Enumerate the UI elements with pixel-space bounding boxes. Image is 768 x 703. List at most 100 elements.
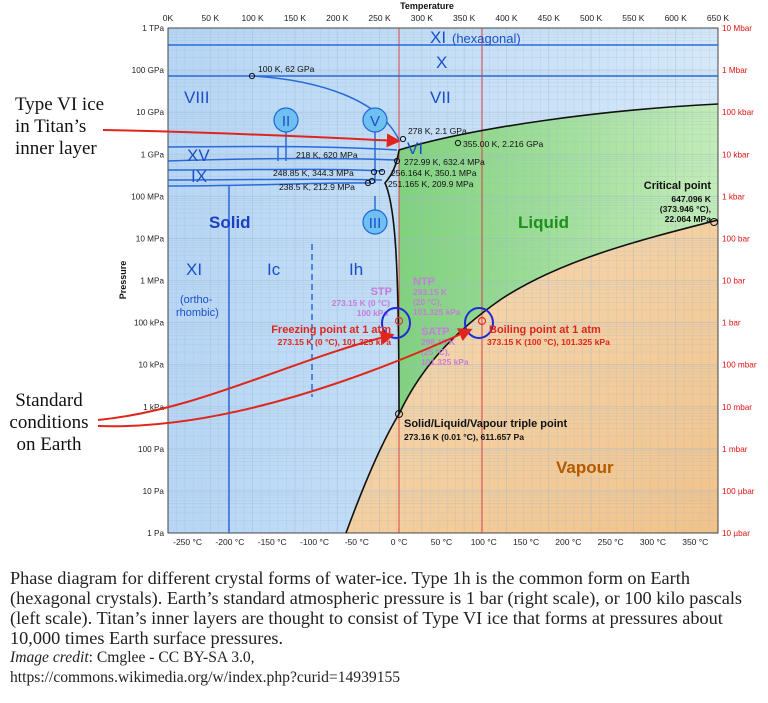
region-liquid: Liquid <box>518 213 569 232</box>
kelvin-tick: 450 K <box>538 13 561 23</box>
svg-text:(20 °C),: (20 °C), <box>413 297 442 307</box>
svg-text:647.096 K: 647.096 K <box>671 194 711 204</box>
celsius-tick: 200 °C <box>555 537 581 547</box>
label-278k: 278 K, 2.1 GPa <box>408 126 467 136</box>
liquid-region <box>399 104 718 414</box>
bar-tick: 100 mbar <box>722 361 757 370</box>
phase-v: V <box>370 113 380 130</box>
pascal-tick: 1 GPa <box>141 150 165 159</box>
bar-tick: 100 µbar <box>722 487 755 496</box>
kelvin-tick: 0K <box>163 13 174 23</box>
label-251k: 251.165 K, 209.9 MPa <box>388 179 474 189</box>
kelvin-axis: 0K 50 K 100 K 150 K 200 K 250 K 300 K 350 K 400 … <box>163 13 730 23</box>
bar-axis: 10 Mbar 1 Mbar 100 kbar 10 kbar 1 kbar 100 ba… <box>722 24 757 538</box>
kelvin-tick: 300 K <box>411 13 434 23</box>
point-markers <box>248 72 718 418</box>
image-credit: Image credit: Cmglee - CC BY-SA 3.0, <box>10 648 762 668</box>
label-238k: 238.5 K, 212.9 MPa <box>279 182 355 192</box>
celsius-tick: 0 °C <box>391 537 408 547</box>
phase-vii: VII <box>430 88 451 107</box>
svg-text:273.15 K (0 °C): 273.15 K (0 °C) <box>332 298 390 308</box>
fusion-curve <box>384 149 400 415</box>
kelvin-tick: 650 K <box>707 13 730 23</box>
pascal-tick: 1 Pa <box>147 529 164 538</box>
standard-annotation-line1: Standard <box>15 390 83 411</box>
celsius-tick: -250 °C <box>173 537 202 547</box>
svg-text:SATP: SATP <box>421 326 450 338</box>
svg-text:273.16 K (0.01 °C), 611.657 Pa: 273.16 K (0.01 °C), 611.657 Pa <box>404 432 524 442</box>
celsius-tick: 150 °C <box>513 537 539 547</box>
bar-tick: 10 µbar <box>722 529 750 538</box>
celsius-tick: 100 °C <box>471 537 497 547</box>
celsius-tick: -50 °C <box>345 537 369 547</box>
pascal-tick: 100 GPa <box>132 66 165 75</box>
titan-annotation-line3: inner layer <box>15 138 97 159</box>
pascal-tick: 1 TPa <box>142 24 164 33</box>
credit-label: Image credit <box>10 649 89 666</box>
bar-tick: 1 Mbar <box>722 66 748 75</box>
melting-curve <box>398 103 719 151</box>
celsius-axis: -250 °C -200 °C -150 °C -100 °C -50 °C 0 °C 50… <box>173 537 708 547</box>
svg-text:22.064 MPa: 22.064 MPa <box>665 214 712 224</box>
phase-ih: Ih <box>349 260 363 279</box>
region-solid: Solid <box>209 213 251 232</box>
satp-label: SATP 298.15 K (25 °C), 101.325 kPa <box>421 326 469 367</box>
svg-text:101.325 kPa: 101.325 kPa <box>413 307 461 317</box>
standard-arrow-upper <box>97 330 395 421</box>
phase-vi: VI <box>407 139 423 158</box>
svg-text:(373.946 °C),: (373.946 °C), <box>660 204 711 214</box>
svg-text:Boiling point at 1 atm: Boiling point at 1 atm <box>489 324 601 336</box>
bar-tick: 100 kbar <box>722 108 754 117</box>
celsius-tick: 300 °C <box>640 537 666 547</box>
pascal-tick: 10 GPa <box>136 108 164 117</box>
titan-annotation-line2: in Titan’s <box>15 116 87 137</box>
phase-diagram: 0K 50 K 100 K 150 K 200 K 250 K 300 K 350 K 400 … <box>97 1 757 547</box>
kelvin-tick: 200 K <box>326 13 349 23</box>
phase-ic: Ic <box>267 260 281 279</box>
titan-annotation-line1: Type VI ice <box>15 94 105 115</box>
triple-point-label: Solid/Liquid/Vapour triple point 273.16 … <box>404 418 567 442</box>
svg-text:Solid/Liquid/Vapour triple poi: Solid/Liquid/Vapour triple point <box>404 418 567 430</box>
reference-markers <box>381 307 494 339</box>
bar-tick: 10 kbar <box>722 150 750 159</box>
svg-text:Freezing point at 1 atm: Freezing point at 1 atm <box>271 324 391 336</box>
stp-label: STP 273.15 K (0 °C) 100 kPa <box>332 286 392 318</box>
caption-text: Phase diagram for different crystal form… <box>10 568 743 648</box>
pascal-tick: 100 Pa <box>138 445 164 454</box>
left-axis-title: Pressure <box>118 261 128 300</box>
pascal-tick: 10 MPa <box>136 234 165 243</box>
bar-tick: 1 kbar <box>722 192 745 201</box>
kelvin-tick: 100 K <box>242 13 265 23</box>
phase-boundaries <box>345 103 719 534</box>
label-256k: 256.164 K, 350.1 MPa <box>391 168 477 178</box>
pascal-tick: 10 Pa <box>143 487 165 496</box>
phase-xi-orthorhombic-note1: (ortho- <box>180 294 213 306</box>
phase-xi-hexagonal-note: (hexagonal) <box>452 31 521 46</box>
phase-x: X <box>436 53 447 72</box>
label-272k: 272.99 K, 632.4 MPa <box>404 157 485 167</box>
celsius-tick: 50 °C <box>431 537 452 547</box>
svg-text:NTP: NTP <box>413 276 435 288</box>
credit-url[interactable]: https://commons.wikimedia.org/w/index.ph… <box>10 669 401 686</box>
top-axis-title: Temperature <box>400 1 454 11</box>
titan-arrow <box>102 129 401 148</box>
svg-text:373.15 K (100 °C), 101.325 kPa: 373.15 K (100 °C), 101.325 kPa <box>487 337 610 347</box>
svg-text:273.15 K (0 °C), 101.325 kPa: 273.15 K (0 °C), 101.325 kPa <box>278 337 392 347</box>
kelvin-tick: 50 K <box>202 13 220 23</box>
svg-text:293.15 K: 293.15 K <box>413 287 447 297</box>
kelvin-tick: 600 K <box>665 13 688 23</box>
standard-conditions-annotation: Standard conditions on Earth <box>2 390 96 456</box>
svg-text:101.325 kPa: 101.325 kPa <box>421 357 469 367</box>
phase-ix: IX <box>191 167 207 186</box>
celsius-tick: -150 °C <box>258 537 287 547</box>
ntp-label: NTP 293.15 K (20 °C), 101.325 kPa <box>413 276 461 317</box>
standard-arrow-lower <box>97 328 473 428</box>
phase-xi-hexagonal: XI <box>430 28 446 47</box>
pascal-tick: 1 kPa <box>143 403 164 412</box>
kelvin-tick: 550 K <box>622 13 645 23</box>
celsius-tick: -200 °C <box>215 537 244 547</box>
credit-text: : Cmglee - CC BY-SA 3.0, <box>88 649 255 666</box>
pascal-tick: 100 MPa <box>131 192 164 201</box>
bar-tick: 100 bar <box>722 234 750 243</box>
label-100k: 100 K, 62 GPa <box>258 64 315 74</box>
